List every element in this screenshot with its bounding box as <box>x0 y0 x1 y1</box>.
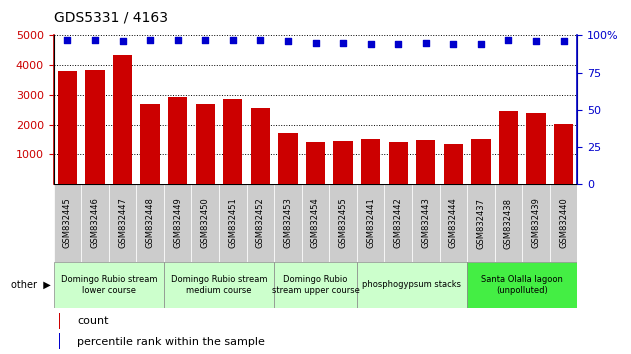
Text: GSM832452: GSM832452 <box>256 198 265 249</box>
Bar <box>164 184 191 262</box>
Text: GSM832445: GSM832445 <box>63 198 72 249</box>
Point <box>338 40 348 46</box>
Bar <box>85 70 105 184</box>
Point <box>504 37 514 43</box>
Point <box>283 39 293 44</box>
Bar <box>495 184 522 262</box>
Bar <box>274 262 357 308</box>
Bar <box>164 262 274 308</box>
Bar <box>54 262 164 308</box>
Point <box>531 39 541 44</box>
Bar <box>416 141 435 184</box>
Bar <box>113 55 132 184</box>
Point <box>256 37 266 43</box>
Text: count: count <box>77 316 109 326</box>
Text: GSM832451: GSM832451 <box>228 198 237 249</box>
Bar <box>329 184 357 262</box>
Text: GSM832446: GSM832446 <box>90 198 100 249</box>
Bar <box>109 184 136 262</box>
Text: GSM832455: GSM832455 <box>339 198 348 249</box>
Bar <box>302 184 329 262</box>
Bar <box>58 71 77 184</box>
Bar <box>526 113 546 184</box>
Bar <box>444 144 463 184</box>
Bar <box>59 313 60 329</box>
Bar <box>247 184 274 262</box>
Text: GSM832449: GSM832449 <box>173 198 182 249</box>
Text: GSM832447: GSM832447 <box>118 198 127 249</box>
Point <box>421 40 431 46</box>
Point <box>228 37 238 43</box>
Point <box>448 41 458 47</box>
Bar <box>136 184 164 262</box>
Text: GDS5331 / 4163: GDS5331 / 4163 <box>54 11 168 25</box>
Bar <box>219 184 247 262</box>
Bar <box>361 139 380 184</box>
Bar <box>471 138 490 184</box>
Point <box>173 37 183 43</box>
Point <box>310 40 321 46</box>
Bar <box>384 184 412 262</box>
Text: GSM832441: GSM832441 <box>366 198 375 249</box>
Point <box>90 37 100 43</box>
Text: GSM832443: GSM832443 <box>422 198 430 249</box>
Bar <box>278 133 298 184</box>
Bar <box>141 104 160 184</box>
Bar <box>467 184 495 262</box>
Bar <box>306 142 325 184</box>
Bar <box>54 184 81 262</box>
Bar <box>81 184 109 262</box>
Point <box>558 39 569 44</box>
Point <box>200 37 210 43</box>
Text: GSM832444: GSM832444 <box>449 198 458 249</box>
Text: GSM832438: GSM832438 <box>504 198 513 249</box>
Text: Domingo Rubio stream
medium course: Domingo Rubio stream medium course <box>171 275 268 295</box>
Text: GSM832450: GSM832450 <box>201 198 209 249</box>
Bar <box>412 184 440 262</box>
Point <box>393 41 403 47</box>
Bar <box>498 111 518 184</box>
Bar <box>59 333 60 349</box>
Bar <box>333 141 353 184</box>
Bar <box>223 99 242 184</box>
Point <box>62 37 73 43</box>
Bar <box>389 142 408 184</box>
Point <box>117 39 127 44</box>
Text: GSM832440: GSM832440 <box>559 198 568 249</box>
Point <box>365 41 375 47</box>
Bar <box>357 262 467 308</box>
Text: GSM832448: GSM832448 <box>146 198 155 249</box>
Bar <box>168 97 187 184</box>
Bar <box>251 108 270 184</box>
Text: percentile rank within the sample: percentile rank within the sample <box>77 337 265 347</box>
Text: GSM832454: GSM832454 <box>311 198 320 249</box>
Text: phosphogypsum stacks: phosphogypsum stacks <box>362 280 461 290</box>
Text: Santa Olalla lagoon
(unpolluted): Santa Olalla lagoon (unpolluted) <box>481 275 563 295</box>
Text: Domingo Rubio stream
lower course: Domingo Rubio stream lower course <box>61 275 157 295</box>
Bar <box>357 184 384 262</box>
Bar <box>522 184 550 262</box>
Bar <box>274 184 302 262</box>
Text: other  ▶: other ▶ <box>11 280 50 290</box>
Bar <box>554 124 573 184</box>
Point <box>145 37 155 43</box>
Text: Domingo Rubio
stream upper course: Domingo Rubio stream upper course <box>271 275 360 295</box>
Point <box>476 41 486 47</box>
Bar <box>550 184 577 262</box>
Text: GSM832439: GSM832439 <box>531 198 541 249</box>
Text: GSM832442: GSM832442 <box>394 198 403 249</box>
Bar <box>467 262 577 308</box>
Text: GSM832453: GSM832453 <box>283 198 292 249</box>
Text: GSM832437: GSM832437 <box>476 198 485 249</box>
Bar <box>191 184 219 262</box>
Bar <box>440 184 467 262</box>
Bar <box>196 104 215 184</box>
